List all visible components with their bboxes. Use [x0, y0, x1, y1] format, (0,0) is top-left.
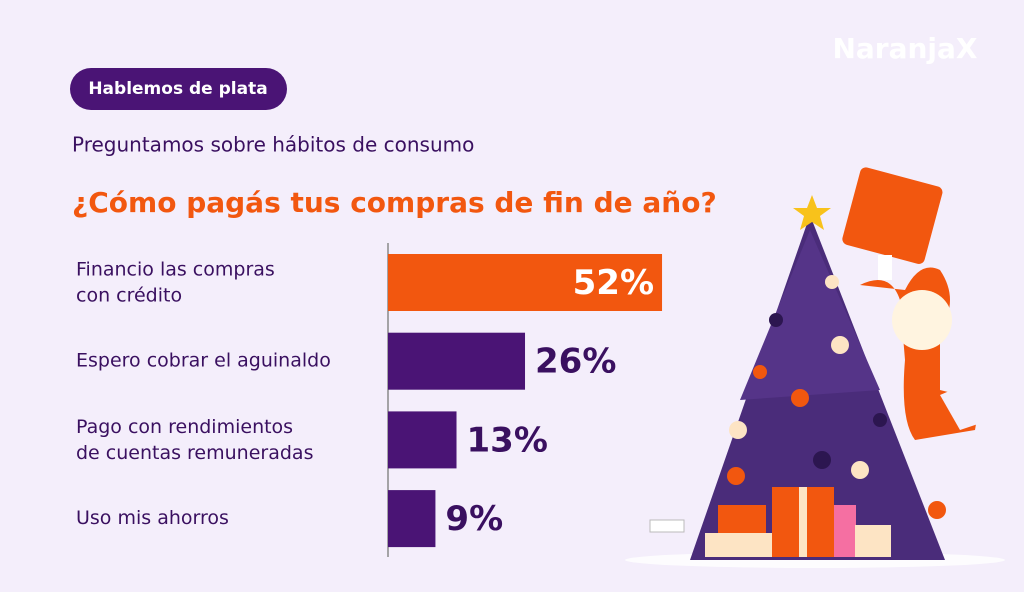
category-label: Financio las compras con crédito: [76, 258, 275, 306]
category-label: Uso mis ahorros: [76, 507, 229, 529]
badge: [70, 68, 287, 110]
badge-text: Hablemos de plata: [88, 79, 267, 99]
category-label: Espero cobrar el aguinaldo: [76, 350, 331, 372]
bar: [388, 254, 663, 311]
illustration: [625, 167, 1005, 568]
value-label: 26%: [535, 342, 616, 382]
chart-title: ¿Cómo pagás tus compras de fin de año?: [72, 186, 717, 219]
brand-logo: NaranjaX: [832, 32, 977, 65]
category-label: Pago con rendimientos de cuentas remunera…: [76, 415, 313, 463]
bar: [388, 411, 457, 469]
value-label: 13%: [467, 420, 548, 460]
bar: [388, 332, 526, 390]
chart-subtitle: Preguntamos sobre hábitos de consumo: [72, 133, 474, 157]
bar: [388, 490, 436, 548]
value-label: 9%: [445, 499, 503, 539]
value-label: 52%: [573, 263, 654, 303]
